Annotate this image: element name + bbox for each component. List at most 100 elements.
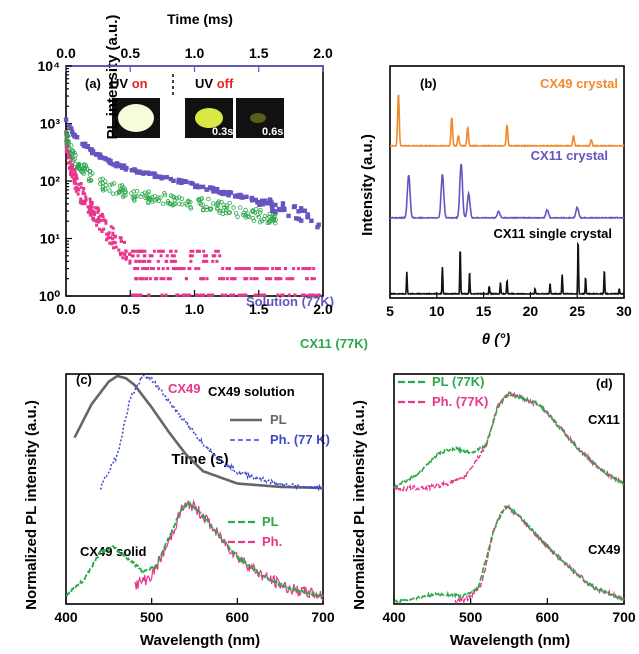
- panel-a-cx11-point: [267, 220, 272, 225]
- panel-a-cx49-point: [312, 293, 316, 297]
- panel-c-frame: [65, 373, 324, 605]
- panel-a-cx49-point: [92, 210, 96, 214]
- panel-a-cx11-point: [188, 204, 193, 210]
- panel-a-ylabel: PL intensity (a.u.): [104, 15, 121, 140]
- panel-a-label: (a): [85, 76, 101, 91]
- panel-a-cx49-point: [218, 254, 222, 258]
- panel-a-cx49-point: [183, 293, 187, 297]
- panel-a-xtick-label: 0.0: [56, 301, 76, 317]
- panel-a-cx49-point: [84, 195, 88, 199]
- panel-a-cx49-point: [206, 293, 210, 297]
- panel-a-cx49-point: [164, 259, 168, 263]
- panel-a-cx11-point: [86, 177, 92, 182]
- panel-a-top-xtick-label: 1.5: [249, 45, 269, 61]
- panel-a-cx49-point: [289, 277, 293, 281]
- panel-a-cx49-point: [97, 208, 101, 212]
- inset-time-0p3: 0.3s: [212, 126, 233, 138]
- panel-c-legend-pl: PL: [270, 412, 287, 427]
- panel-a-solution-label: Solution (77K): [246, 294, 334, 309]
- panel-a-cx49-point: [301, 267, 305, 271]
- panel-a-solution-point: [98, 155, 103, 160]
- panel-a-cx49-point: [174, 267, 178, 271]
- panel-a-ytick-label: 10⁴: [38, 58, 61, 74]
- panel-a-cx49-point: [95, 220, 99, 224]
- panel-a-top-xlabel: Time (ms): [167, 11, 233, 27]
- inset-uv-on-label: UV on: [110, 76, 148, 91]
- panel-a-cx11-point: [179, 196, 185, 201]
- panel-a-cx49-point: [214, 249, 218, 253]
- panel-a-cx11-point: [76, 163, 82, 168]
- panel-a-cx49-point: [73, 186, 77, 190]
- panel-c-legend-bottom: PL Ph.: [228, 514, 282, 549]
- panel-a-solution-point: [68, 126, 74, 131]
- panel-a-cx49-point: [229, 277, 233, 281]
- panel-a-cx49-point: [161, 267, 165, 271]
- panel-a-cx49-point: [254, 267, 258, 271]
- panel-a-cx49-point: [136, 249, 140, 253]
- panel-a-cx11-point: [198, 202, 204, 207]
- panel-a-solution-point: [227, 189, 232, 195]
- panel-a-solution-point: [232, 194, 238, 199]
- panel-b-xtick-label: 30: [616, 303, 632, 319]
- inset-glow-mid: [195, 108, 223, 128]
- panel-a-cx49-point: [82, 187, 86, 191]
- panel-c-solution-ph-line: [99, 374, 324, 493]
- panel-a-cx11-point: [240, 212, 246, 218]
- panel-a-cx49-point: [239, 293, 243, 297]
- panel-a-cx11-point: [107, 182, 112, 188]
- panel-a-cx49-point: [97, 217, 101, 221]
- panel-a-cx11-point: [119, 183, 125, 188]
- panel-a-cx49-point: [146, 267, 150, 271]
- panel-a-cx49-point: [104, 219, 108, 223]
- panel-a-cx49-point: [211, 254, 215, 258]
- panel-a-cx49-point: [161, 249, 165, 253]
- panel-a-cx11-point: [258, 208, 263, 213]
- panel-a-cx49-point: [208, 293, 212, 297]
- panel-b-frame: [389, 65, 625, 299]
- panel-a-cx49-point: [159, 254, 163, 258]
- panel-a-cx11-point: [143, 195, 148, 201]
- panel-a-solution-point: [316, 222, 321, 227]
- panel-a-cx11-point: [116, 189, 122, 194]
- panel-a-cx49-point: [233, 277, 237, 281]
- panel-a-cx49-point: [305, 277, 309, 281]
- panel-a-cx49-point: [97, 227, 101, 231]
- panel-a-cx49-point: [141, 277, 145, 281]
- panel-a-cx49-point: [89, 200, 93, 204]
- panel-a-solution-point: [200, 184, 206, 190]
- panel-a-cx11-point: [243, 207, 248, 213]
- panel-a-cx49-point: [263, 293, 267, 297]
- panel-a-cx49-point: [111, 246, 115, 250]
- panel-a-cx49-point: [151, 267, 155, 271]
- panel-a-solution-point: [315, 224, 320, 230]
- panel-a-cx11-point: [231, 205, 236, 210]
- panel-a-solution-point: [152, 173, 157, 179]
- panel-a-solution-point: [176, 180, 181, 185]
- panel-a-cx11-point: [243, 212, 248, 218]
- inset-uv-off-label: UV off: [195, 76, 234, 91]
- panel-a-inset: UV on UV off 0.3s 0.6s: [110, 74, 284, 138]
- panel-a-cx49-point: [216, 249, 220, 253]
- panel-a-solution-point: [63, 117, 69, 122]
- panel-a-cx11-point: [201, 207, 206, 212]
- panel-a-cx49-point: [277, 277, 281, 281]
- panel-a-cx49-point: [91, 217, 95, 221]
- panel-a-cx11-point: [226, 210, 232, 216]
- panel-c-xtick-label: 700: [311, 609, 335, 625]
- panel-a-cx49-point: [237, 293, 241, 297]
- panel-a-solution-point: [257, 202, 262, 207]
- panel-a-cx49-point: [280, 293, 284, 297]
- panel-a-cx49-point: [189, 259, 193, 263]
- panel-c-plot: (c) CX49 solution CX49 solid PL Ph. (77 …: [23, 372, 335, 649]
- panel-a-cx49-point: [74, 175, 78, 179]
- panel-c-xlabel: Wavelength (nm): [140, 632, 260, 649]
- panel-a-cx49-point: [141, 267, 145, 271]
- panel-a-solution-point: [121, 163, 127, 168]
- panel-b-xtick-label: 25: [569, 303, 585, 319]
- panel-a-cx49-point: [240, 267, 244, 271]
- panel-a-cx49-point: [234, 267, 238, 271]
- panel-a-cx49-point: [89, 207, 93, 211]
- panel-a-cx49-point: [79, 182, 83, 186]
- panel-a-cx11-point: [183, 201, 189, 206]
- panel-a-solution-point: [213, 188, 218, 194]
